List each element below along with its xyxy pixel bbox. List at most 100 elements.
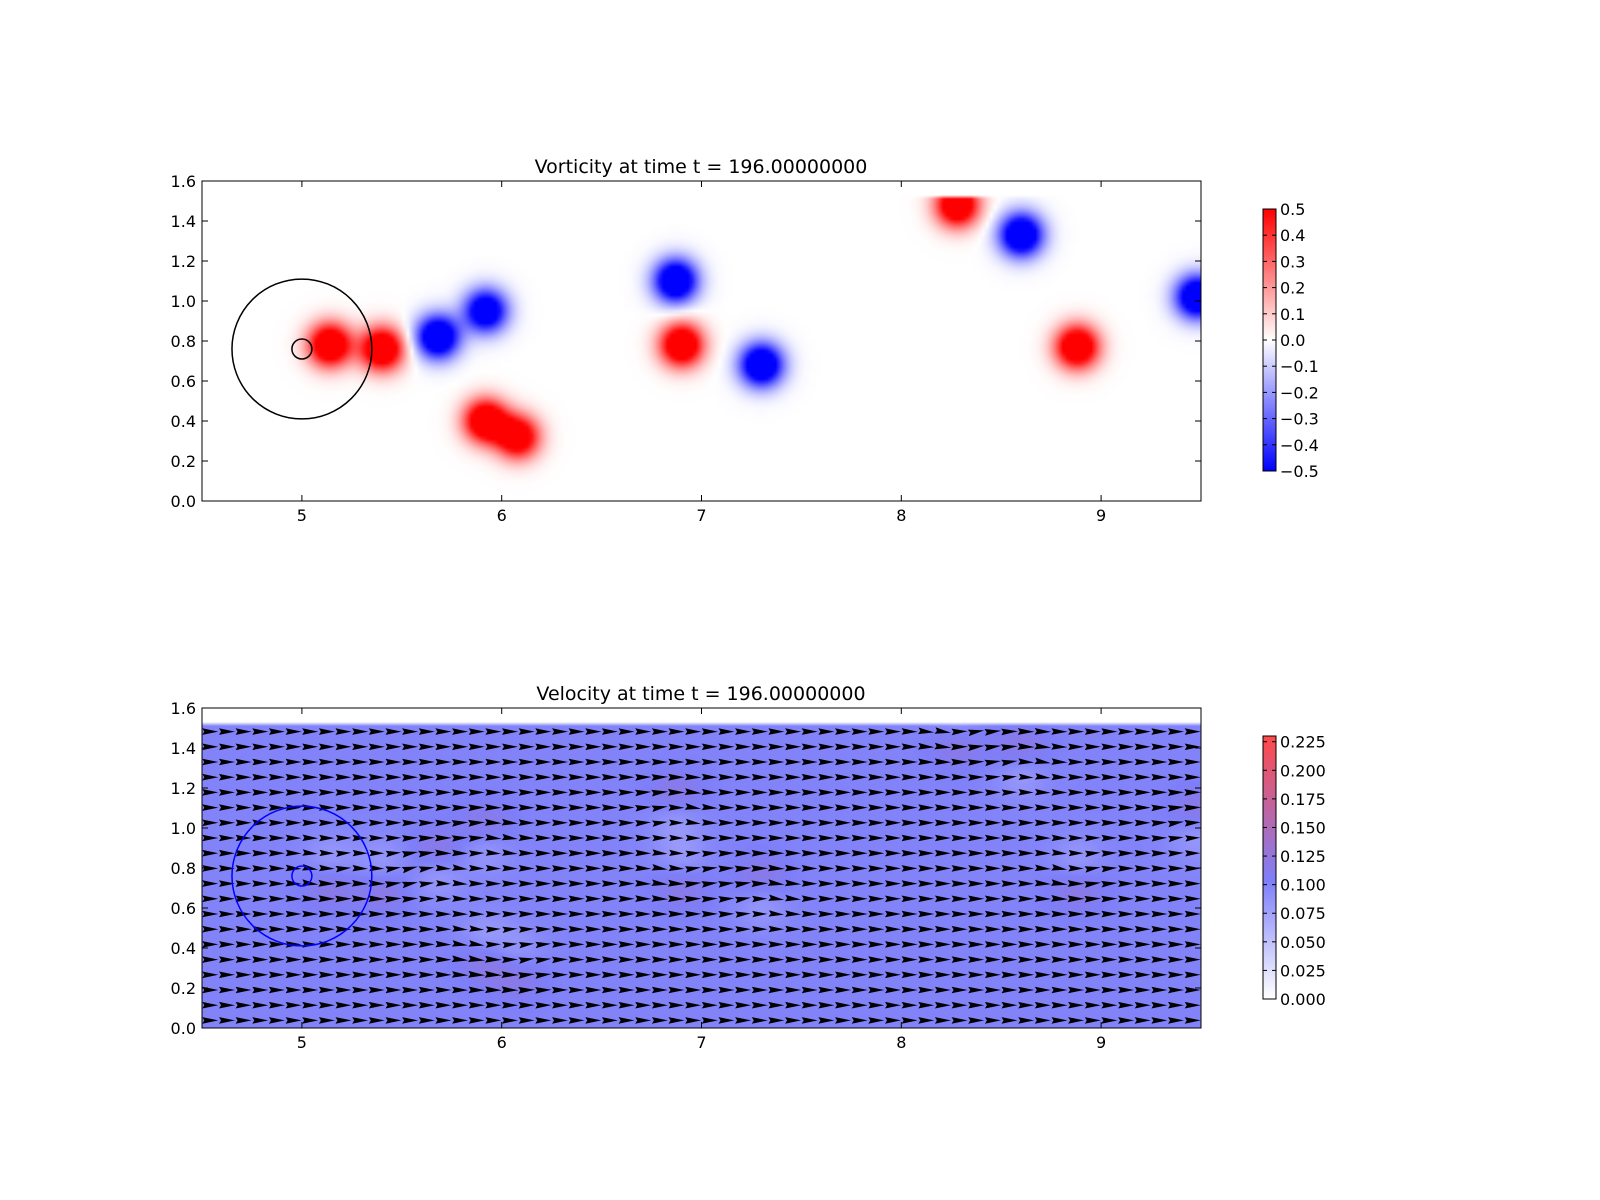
quiver-arrow (984, 986, 1001, 994)
quiver-arrow (518, 758, 535, 766)
quiver-arrow (885, 1001, 901, 1009)
quiver-arrow (535, 728, 552, 735)
quiver-arrow (368, 758, 385, 766)
quiver-arrow (851, 728, 868, 735)
quiver-arrow (518, 880, 535, 887)
quiver-arrow (668, 910, 685, 918)
quiver-arrow (651, 758, 668, 766)
quiver-arrow (1084, 728, 1101, 735)
quiver-arrow (435, 940, 452, 948)
quiver-arrow (302, 773, 319, 781)
quiver-arrow (418, 881, 435, 888)
quiver-arrow (402, 971, 419, 979)
x-tick-label: 6 (497, 506, 507, 525)
quiver-arrow (984, 849, 1001, 857)
quiver-arrow (1084, 773, 1101, 781)
quiver-arrow (951, 971, 968, 979)
quiver-arrow (1101, 804, 1118, 811)
quiver-arrow (685, 850, 701, 857)
quiver-arrow (1118, 743, 1135, 751)
quiver-arrow (535, 880, 552, 887)
quiver-arrow (518, 942, 535, 949)
quiver-arrow (885, 789, 901, 796)
quiver-arrow (368, 743, 385, 751)
quiver-arrow (768, 925, 785, 933)
cylinder-circle (291, 338, 313, 360)
quiver-arrow (1151, 971, 1168, 979)
quiver-arrow (385, 1001, 402, 1009)
quiver-arrow (1068, 971, 1085, 979)
colorbar-tick-label: 0.5 (1280, 200, 1305, 219)
quiver-arrow (502, 910, 518, 918)
quiver-arrow (785, 971, 802, 979)
quiver-arrow (1001, 986, 1018, 994)
quiver-arrow (435, 758, 452, 766)
quiver-arrow (268, 743, 285, 751)
quiver-arrow (835, 941, 851, 948)
quiver-arrow (502, 758, 518, 766)
quiver-arrow (235, 728, 252, 735)
colorbar-tick-label: −0.4 (1280, 436, 1319, 455)
quiver-arrow (1001, 971, 1018, 979)
quiver-arrow (319, 849, 335, 857)
quiver-arrow (1151, 773, 1168, 781)
quiver-arrow (435, 956, 452, 963)
quiver-arrow (568, 956, 585, 963)
quiver-arrow (651, 971, 668, 979)
quiver-arrow (934, 865, 951, 872)
quiver-arrow (1134, 834, 1151, 842)
quiver-arrow (934, 971, 951, 979)
y-tick-label: 0.6 (171, 372, 196, 391)
y-tick-label: 0.2 (171, 979, 196, 998)
quiver-arrow (1168, 728, 1184, 735)
quiver-arrow (368, 971, 385, 979)
quiver-arrow (601, 728, 618, 735)
quiver-arrow (634, 789, 652, 797)
quiver-arrow (385, 910, 402, 918)
quiver-arrow (585, 986, 602, 994)
quiver-arrow (934, 1001, 951, 1009)
quiver-arrow (552, 865, 568, 872)
quiver-arrow (868, 789, 885, 796)
quiver-arrow (501, 818, 519, 826)
quiver-arrow (352, 941, 369, 948)
quiver-arrow (352, 925, 369, 933)
quiver-arrow (318, 789, 335, 796)
quiver-arrow (335, 880, 352, 888)
quiver-arrow (718, 789, 735, 796)
quiver-arrow (285, 773, 302, 781)
quiver-arrow (835, 910, 851, 918)
quiver-arrow (735, 804, 752, 811)
quiver-arrow (1068, 941, 1085, 948)
quiver-arrow (518, 834, 535, 841)
vorticity-colorbar-ticks: 0.5 0.4 0.3 0.2 0.1 0.0 −0.1 −0.2 −0.3 −0.4 −0.5 (1263, 200, 1319, 481)
quiver-arrow (1018, 971, 1035, 979)
quiver-arrow (219, 804, 235, 811)
colorbar-tick-label: 0.175 (1280, 790, 1326, 809)
quiver-arrow (685, 925, 702, 933)
y-tick-label: 0.8 (171, 332, 196, 351)
quiver-arrow (1134, 773, 1151, 781)
quiver-arrow (918, 1001, 935, 1009)
quiver-arrow (751, 728, 768, 735)
quiver-arrow (535, 789, 552, 796)
quiver-arrow (369, 849, 385, 857)
quiver-arrow (918, 849, 935, 857)
quiver-arrow (202, 849, 219, 857)
quiver-arrow (268, 941, 285, 948)
quiver-arrow (552, 880, 568, 887)
quiver-arrow (934, 773, 951, 781)
quiver-arrow (1184, 971, 1201, 979)
quiver-arrow (968, 1017, 985, 1024)
quiver-arrow (585, 865, 602, 872)
quiver-arrow (1000, 744, 1018, 751)
quiver-arrow (235, 849, 252, 857)
quiver-arrow (669, 834, 684, 841)
quiver-arrow (385, 971, 402, 979)
quiver-arrow (668, 1017, 685, 1024)
quiver-arrow (1068, 1017, 1085, 1024)
quiver-arrow (1101, 1017, 1118, 1024)
quiver-arrow (219, 986, 235, 994)
quiver-arrow (385, 956, 402, 963)
quiver-arrow (701, 728, 718, 735)
